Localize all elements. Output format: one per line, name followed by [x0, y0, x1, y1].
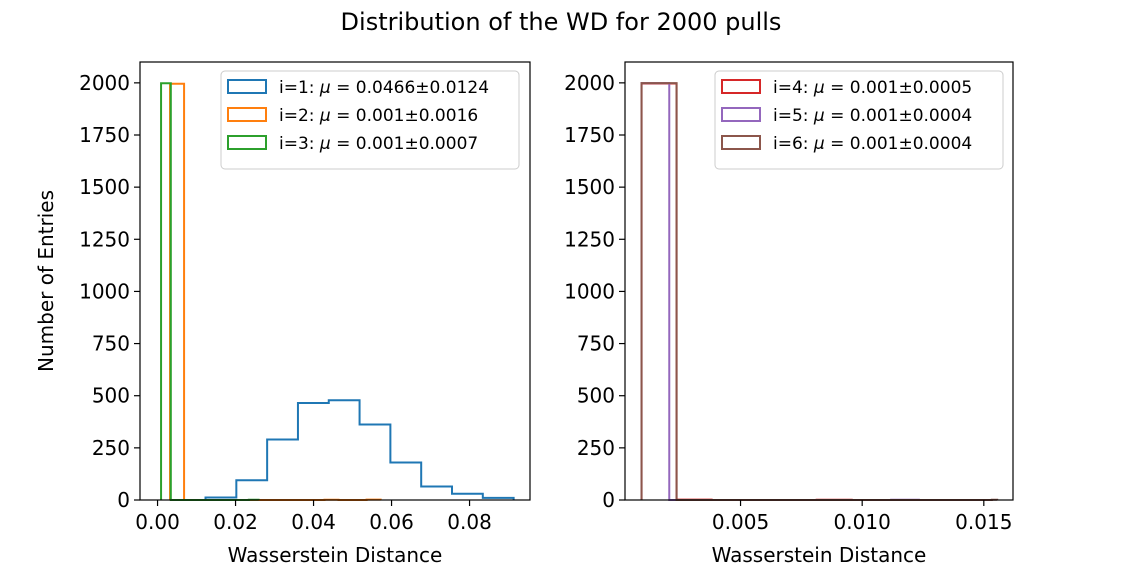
- legend-box: [714, 70, 1004, 170]
- x-tick-label: 0.06: [369, 510, 414, 534]
- y-tick-label: 2000: [564, 71, 615, 95]
- legend-swatch: [721, 135, 761, 150]
- legend-box: [220, 70, 520, 170]
- y-tick-label: 1000: [564, 279, 615, 303]
- y-tick-label: 250: [92, 436, 130, 460]
- legend-swatch: [227, 107, 267, 122]
- x-axis-label: Wasserstein Distance: [712, 543, 927, 563]
- legend-entry-1: i=1: μ = 0.0466±0.0124: [279, 78, 489, 98]
- right-histogram-panel: 0 250 500 750 1000 1250 1500 1750 2000 0.005 0.010…: [564, 61, 1014, 563]
- legend-swatch: [227, 135, 267, 150]
- y-tick-label: 750: [577, 332, 615, 356]
- figure-title: Distribution of the WD for 2000 pulls: [341, 8, 782, 36]
- x-tick-label: 0.04: [291, 510, 336, 534]
- y-tick-label: 1500: [564, 175, 615, 199]
- x-tick-label: 0.015: [955, 510, 1012, 534]
- y-tick-label: 500: [92, 384, 130, 408]
- axes-frame: [139, 61, 531, 501]
- y-tick-label: 1750: [79, 123, 130, 147]
- y-axis-label: Number of Entries: [34, 190, 58, 372]
- y-tick-label: 0: [602, 488, 615, 512]
- legend-entry-4: i=4: μ = 0.001±0.0005: [773, 78, 972, 98]
- x-tick-label: 0.010: [834, 510, 891, 534]
- x-axis-label: Wasserstein Distance: [228, 543, 443, 563]
- y-tick-label: 1500: [79, 175, 130, 199]
- y-tick-label: 0: [117, 488, 130, 512]
- y-tick-label: 2000: [79, 71, 130, 95]
- y-tick-label: 500: [577, 384, 615, 408]
- legend-swatch: [721, 107, 761, 122]
- x-tick-label: 0.005: [712, 510, 769, 534]
- histogram-series-1: [204, 399, 515, 500]
- y-tick-label: 750: [92, 332, 130, 356]
- left-histogram-panel: 0 250 500 750 1000 1250 1500 1750 2000 0.00 0.02 0.…: [34, 61, 531, 563]
- y-tick-label: 1000: [79, 279, 130, 303]
- legend-entry-6: i=6: μ = 0.001±0.0004: [773, 134, 972, 154]
- y-tick-label: 1250: [79, 227, 130, 251]
- x-tick-label: 0.02: [213, 510, 258, 534]
- legend-swatch: [721, 79, 761, 94]
- axes-frame: [624, 61, 1014, 501]
- y-tick-label: 1250: [564, 227, 615, 251]
- legend-entry-3: i=3: μ = 0.001±0.0007: [279, 134, 478, 154]
- y-tick-label: 250: [577, 436, 615, 460]
- x-tick-label: 0.00: [135, 510, 180, 534]
- legend-entry-2: i=2: μ = 0.001±0.0016: [279, 106, 478, 126]
- x-tick-label: 0.08: [447, 510, 492, 534]
- y-tick-label: 1750: [564, 123, 615, 147]
- legend-swatch: [227, 79, 267, 94]
- legend-entry-5: i=5: μ = 0.001±0.0004: [773, 106, 972, 126]
